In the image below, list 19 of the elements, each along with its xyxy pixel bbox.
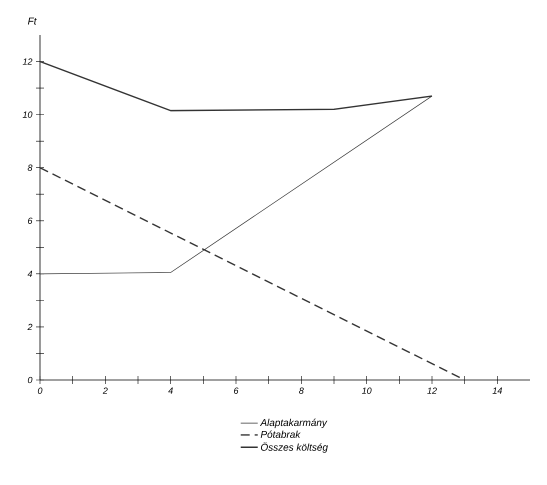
- y-tick-label: 4: [28, 270, 32, 277]
- y-tick-label: 2: [27, 324, 32, 330]
- y-tick-label: 10: [22, 111, 32, 118]
- legend-label: Pótabrak: [260, 430, 301, 438]
- y-tick-label: 12: [22, 58, 32, 65]
- y-tick-label: 0: [28, 376, 32, 384]
- x-tick-label: 0: [38, 388, 42, 394]
- x-tick-label: 14: [492, 388, 502, 394]
- x-tick-label: 4: [168, 388, 173, 394]
- x-tick-label: 2: [102, 388, 108, 394]
- x-tick-label: 10: [362, 388, 372, 394]
- legend-label: Alaptakarmány: [260, 418, 328, 428]
- y-tick-label: 8: [28, 164, 32, 171]
- x-tick-label: 6: [234, 388, 238, 394]
- y-tick-label: 6: [28, 218, 32, 224]
- x-tick-label: 8: [299, 388, 304, 394]
- legend-label: Összes költség: [260, 442, 328, 453]
- y-axis-title: Ft: [28, 18, 37, 25]
- x-tick-label: 12: [427, 388, 437, 394]
